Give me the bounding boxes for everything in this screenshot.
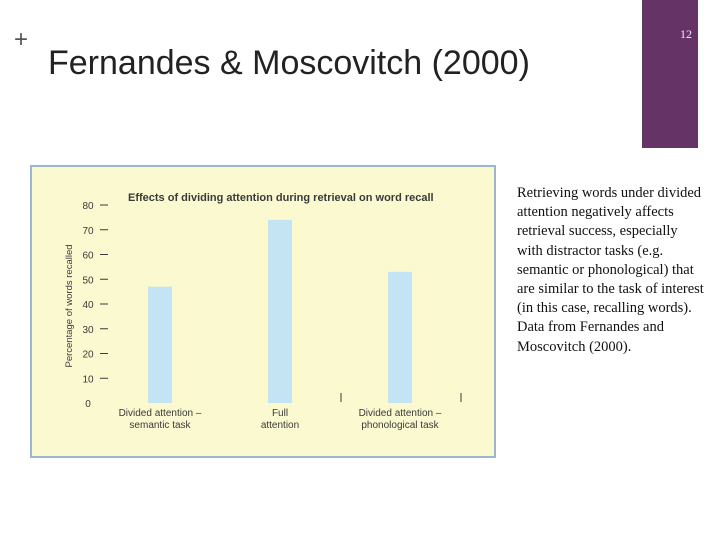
y-tick-label: 50	[82, 275, 94, 286]
bar	[148, 286, 172, 403]
y-tick-label: 70	[82, 226, 94, 237]
x-tick-label: Divided attention –	[359, 408, 442, 419]
x-tick-label: Full	[272, 408, 288, 419]
y-tick-label: 60	[82, 251, 94, 262]
y-tick-label: 20	[82, 350, 94, 361]
bar-chart: Effects of dividing attention during ret…	[30, 165, 496, 458]
bar	[268, 219, 292, 403]
y-tick-label: 40	[82, 300, 94, 311]
chart-figure: Effects of dividing attention during ret…	[30, 165, 496, 458]
x-tick-label: semantic task	[129, 420, 191, 431]
slide-number: 12	[680, 27, 692, 41]
y-tick-label: 10	[82, 374, 94, 385]
chart-background	[30, 165, 496, 458]
y-axis-label: Percentage of words recalled	[64, 244, 75, 367]
x-tick-label: phonological task	[361, 420, 439, 431]
accent-bar	[642, 0, 698, 148]
bar	[388, 271, 412, 403]
plus-icon: +	[14, 26, 29, 53]
slide-caption: Retrieving words under divided attention…	[517, 185, 704, 355]
y-tick-label: 30	[82, 325, 94, 336]
x-tick-label: attention	[261, 420, 299, 431]
chart-title: Effects of dividing attention during ret…	[128, 192, 434, 204]
y-tick-label: 80	[82, 201, 94, 212]
x-tick-label: Divided attention –	[119, 408, 202, 419]
y-tick-label: 0	[85, 399, 91, 410]
slide-title: Fernandes & Moscovitch (2000)	[48, 44, 530, 82]
